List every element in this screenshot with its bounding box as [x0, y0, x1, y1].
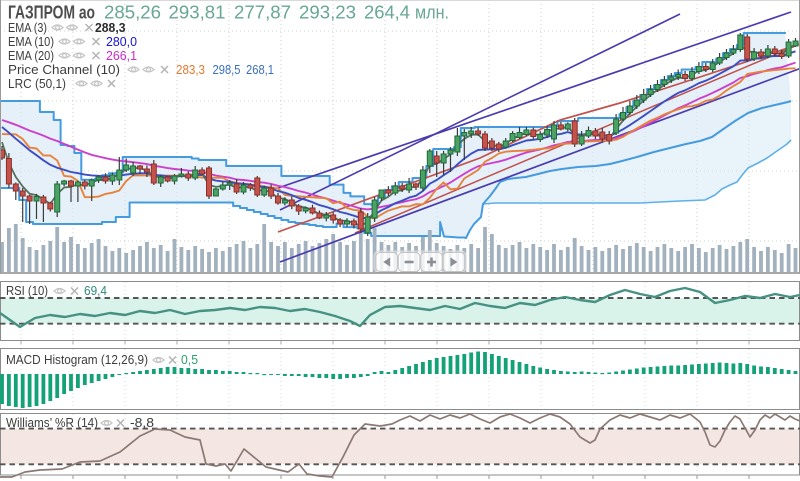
svg-text:264,4: 264,4 — [364, 2, 410, 23]
svg-text:268,1: 268,1 — [246, 62, 274, 77]
svg-text:Williams’ %R (14): Williams’ %R (14) — [6, 415, 98, 430]
svg-text:EMA (20): EMA (20) — [8, 48, 54, 63]
svg-text:EMA (3): EMA (3) — [8, 20, 47, 35]
svg-text:-8,8: -8,8 — [130, 415, 154, 430]
svg-text:266,1: 266,1 — [106, 48, 137, 63]
svg-text:Price Channel (10): Price Channel (10) — [8, 62, 120, 77]
svg-text:280,0: 280,0 — [106, 34, 137, 49]
svg-text:277,87: 277,87 — [234, 2, 291, 23]
svg-text:0,5: 0,5 — [181, 352, 198, 367]
svg-text:EMA (10): EMA (10) — [8, 34, 54, 49]
svg-text:RSI (10): RSI (10) — [6, 283, 48, 298]
svg-text:млн.: млн. — [415, 2, 449, 23]
svg-text:283,3: 283,3 — [176, 62, 205, 77]
svg-text:288,3: 288,3 — [95, 20, 126, 35]
svg-text:298,5: 298,5 — [213, 62, 241, 77]
svg-text:MACD Histogram (12,26,9): MACD Histogram (12,26,9) — [6, 352, 148, 367]
svg-text:293,81: 293,81 — [169, 2, 226, 23]
svg-text:ГАЗПРОМ ао: ГАЗПРОМ ао — [8, 3, 95, 23]
svg-text:285,26: 285,26 — [104, 2, 161, 23]
svg-text:LRC (50,1): LRC (50,1) — [8, 76, 66, 91]
svg-text:69,4: 69,4 — [84, 283, 107, 298]
svg-text:293,23: 293,23 — [299, 2, 356, 23]
